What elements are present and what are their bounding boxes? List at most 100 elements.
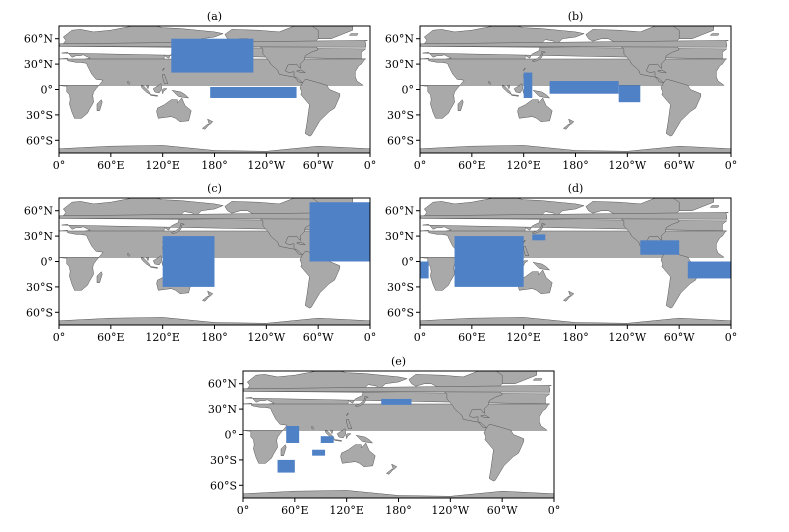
y-tick-label: 60°N <box>385 205 414 218</box>
highlight-region <box>286 426 300 443</box>
land-mass <box>562 290 575 302</box>
x-tick-label: 180° <box>562 159 589 172</box>
panel-label: (e) <box>391 355 406 368</box>
x-tick-label: 0° <box>725 159 738 172</box>
land-mass <box>336 428 347 439</box>
panel-label: (c) <box>207 182 222 195</box>
x-tick-label: 0° <box>53 159 66 172</box>
y-tick-label: 30°N <box>24 58 53 71</box>
land-mass <box>517 97 553 122</box>
map-panel: (a) 0° 60°E 120°E 180° 120°W 60°W 0° 60°N 30°N 0° 3… <box>24 10 376 172</box>
land-mass <box>672 198 714 211</box>
y-tick-label: 30°S <box>26 109 53 122</box>
land-mass <box>299 79 341 137</box>
y-tick-label: 0° <box>41 84 54 97</box>
land-mass <box>513 83 524 94</box>
map-layers <box>420 198 731 325</box>
x-tick-label: 120°W <box>247 159 285 172</box>
land-mass <box>156 97 192 122</box>
land-mass <box>243 385 552 393</box>
x-tick-label: 60°E <box>458 159 486 172</box>
land-mass <box>531 51 547 62</box>
land-mass <box>311 26 353 39</box>
land-mass <box>532 378 543 381</box>
land-mass <box>553 391 554 392</box>
land-mass <box>334 439 342 442</box>
y-tick-label: 60°S <box>210 479 237 492</box>
land-mass <box>355 434 374 444</box>
y-tick-label: 60°S <box>26 134 53 147</box>
land-mass <box>243 490 554 498</box>
land-mass <box>730 46 731 47</box>
highlight-region <box>309 202 370 262</box>
land-mass <box>730 230 731 258</box>
x-tick-label: 60°W <box>303 331 334 344</box>
y-tick-label: 30°S <box>387 281 414 294</box>
land-mass <box>495 371 537 384</box>
land-mass <box>345 433 352 440</box>
highlight-region <box>523 72 533 98</box>
y-tick-label: 30°N <box>385 58 414 71</box>
land-mass <box>126 80 131 85</box>
x-tick-label: 180° <box>385 504 412 517</box>
y-tick-label: 30°N <box>385 230 414 243</box>
land-mass <box>532 89 551 99</box>
panel-label: (b) <box>568 10 584 23</box>
y-tick-label: 30°S <box>26 281 53 294</box>
x-tick-label: 120°W <box>247 331 285 344</box>
land-mass <box>660 79 702 137</box>
land-mass <box>171 89 190 99</box>
land-mass <box>126 252 131 257</box>
x-tick-label: 0° <box>53 331 66 344</box>
land-mass <box>385 463 398 475</box>
land-mass <box>346 419 353 429</box>
land-mass <box>420 212 729 220</box>
land-mass <box>553 388 554 390</box>
x-tick-label: 60°E <box>97 159 125 172</box>
land-mass <box>59 317 370 325</box>
panel-label: (a) <box>207 10 222 23</box>
land-mass <box>523 68 526 72</box>
land-mass <box>96 99 103 111</box>
highlight-region <box>312 449 326 456</box>
land-mass <box>162 68 165 72</box>
map-panel: (b) 0° 60°E 120°E 180° 120°W 60°W 0° 60°N 30°N 0° 3… <box>385 10 738 172</box>
land-mass <box>517 269 553 294</box>
x-tick-label: 0° <box>548 504 561 517</box>
x-tick-label: 60°E <box>281 504 309 517</box>
land-mass <box>150 266 158 269</box>
land-mass <box>672 26 714 39</box>
map-layers <box>0 371 554 498</box>
x-tick-label: 0° <box>414 331 427 344</box>
land-mass <box>553 493 554 498</box>
y-tick-label: 30°N <box>24 230 53 243</box>
y-tick-label: 0° <box>225 429 238 442</box>
x-tick-label: 60°E <box>458 331 486 344</box>
land-mass <box>0 385 240 392</box>
land-mass <box>162 74 169 84</box>
land-mass <box>280 444 287 456</box>
land-mass <box>709 33 720 36</box>
land-mass <box>420 145 731 153</box>
land-mass <box>152 255 163 266</box>
land-mass <box>310 425 315 430</box>
highlight-region <box>687 261 731 279</box>
land-mass <box>511 94 519 97</box>
x-tick-label: 120°E <box>145 331 180 344</box>
y-tick-label: 60°S <box>26 306 53 319</box>
y-tick-label: 60°N <box>208 378 237 391</box>
land-mass <box>730 148 731 153</box>
x-tick-label: 0° <box>725 331 738 344</box>
land-mass <box>348 33 359 36</box>
map-layers <box>420 26 731 153</box>
land-mass <box>59 148 60 153</box>
land-mass <box>150 94 158 97</box>
land-mass <box>201 290 214 302</box>
land-mass <box>553 403 554 431</box>
land-mass <box>0 403 238 463</box>
y-tick-label: 60°N <box>24 33 53 46</box>
x-tick-label: 120°W <box>608 159 646 172</box>
land-mass <box>730 215 731 217</box>
y-tick-label: 30°N <box>208 403 237 416</box>
